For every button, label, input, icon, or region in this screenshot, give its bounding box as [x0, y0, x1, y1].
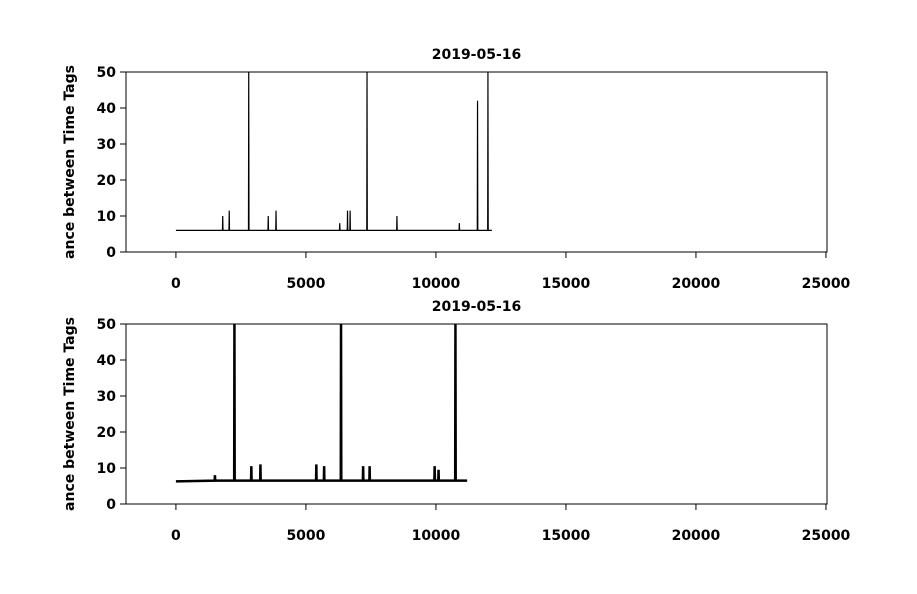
y-tick-label: 40: [97, 101, 117, 117]
x-tick-label: 5000: [286, 528, 325, 544]
x-tick-label: 0: [171, 276, 181, 292]
plot-frame: [125, 323, 828, 505]
y-tick-label: 20: [97, 425, 117, 441]
y-tick-label: 30: [97, 389, 117, 405]
plot-frame: [125, 71, 828, 253]
y-tick-label: 10: [97, 461, 117, 477]
y-tick-label: 0: [106, 497, 116, 513]
x-tick-label: 20000: [672, 528, 721, 544]
y-axis-label: ance between Time Tags: [62, 65, 78, 259]
data-line: [175, 72, 492, 231]
y-tick-label: 10: [97, 209, 117, 225]
y-axis-label: ance between Time Tags: [62, 317, 78, 511]
y-tick-label: 0: [106, 245, 116, 261]
x-tick-label: 0: [171, 528, 181, 544]
chart-title: 2019-05-16: [432, 47, 522, 63]
y-tick-label: 20: [97, 173, 117, 189]
x-tick-label: 10000: [412, 528, 461, 544]
x-tick-label: 10000: [412, 276, 461, 292]
data-line: [175, 324, 468, 483]
x-tick-label: 25000: [802, 276, 851, 292]
x-tick-label: 5000: [286, 276, 325, 292]
x-tick-label: 25000: [802, 528, 851, 544]
x-tick-label: 15000: [542, 528, 591, 544]
y-tick-label: 30: [97, 137, 117, 153]
y-tick-label: 50: [97, 317, 117, 333]
chart-title: 2019-05-16: [432, 299, 522, 315]
x-tick-label: 15000: [542, 276, 591, 292]
y-tick-label: 40: [97, 353, 117, 369]
x-tick-label: 20000: [672, 276, 721, 292]
y-tick-label: 50: [97, 65, 117, 81]
